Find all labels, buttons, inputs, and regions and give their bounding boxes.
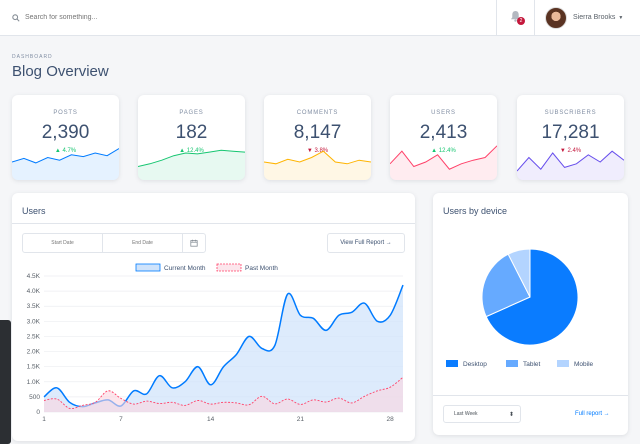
notification-badge: 2 [517,16,525,25]
stat-value: 8,147 [293,122,342,143]
period-select-value: Last Week [454,411,478,417]
stat-label: PAGES [179,110,204,116]
end-date-input[interactable] [103,234,183,252]
series-current-month [43,284,404,412]
x-tick-label: 1 [42,416,46,423]
legend-label-desktop: Desktop [463,361,487,368]
stat-label: SUBSCRIBERS [544,110,597,116]
x-tick-label: 7 [119,416,123,423]
user-name: Sierra Brooks [573,14,616,21]
chart-legend: Current Month Past Month [135,263,278,272]
arrow-up-icon: ▲ [179,148,186,154]
series-line [43,376,404,410]
legend-label-mobile: Mobile [574,361,594,368]
users-card-title: Users [22,206,46,216]
user-menu[interactable]: Sierra Brooks ▼ [534,0,640,36]
series-area [44,285,403,412]
stat-change: ▲ 12.4% [390,148,497,154]
legend-swatch-current [135,263,161,272]
arrow-up-icon: ▲ [54,148,61,154]
stat-card-subscribers: SUBSCRIBERS 17,281 ▼ 2.4% [517,95,624,180]
stat-change: ▲ 4.7% [12,148,119,154]
stat-label: POSTS [53,110,78,116]
stat-sparkline [264,150,371,180]
stat-value: 2,413 [419,122,468,143]
top-navbar: 2 Sierra Brooks ▼ [0,0,640,36]
arrow-up-icon: ▲ [431,148,438,154]
view-full-report-button[interactable]: View Full Report → [327,233,405,253]
date-range [22,233,206,253]
stat-label: COMMENTS [296,110,339,116]
pie-slice-mobile [507,248,531,298]
stat-change-value: 12.4% [186,148,204,154]
search-icon [12,9,20,27]
device-pie-chart: Desktop Tablet Mobile [446,248,594,368]
stat-change-value: 3.8% [314,148,329,154]
y-tick-label: 3.0K [27,318,41,325]
stat-card-comments: COMMENTS 8,147 ▼ 3.8% [264,95,371,180]
y-tick-label: 2.5K [27,333,41,340]
y-tick-label: 0 [36,409,40,416]
y-tick-label: 4.0K [27,288,41,295]
y-tick-label: 1.5K [27,364,41,371]
y-tick-label: 1.0K [27,379,41,386]
side-panel-edge [0,320,11,444]
full-report-link[interactable]: Full report → [575,411,610,417]
stat-change-value: 2.4% [567,148,582,154]
calendar-icon[interactable] [183,234,205,252]
stat-card-pages: PAGES 182 ▲ 12.4% [138,95,245,180]
legend-label-past: Past Month [245,265,278,272]
stat-change-value: 4.7% [62,148,77,154]
stat-card-users: USERS 2,413 ▲ 12.4% [390,95,497,180]
legend-swatch-mobile [557,360,569,367]
series-past-month [43,376,404,412]
stat-sparkline [138,149,245,180]
page-title: Blog Overview [12,63,109,80]
y-tick-label: 500 [29,394,40,401]
y-tick-label: 3.5K [27,303,41,310]
legend-label-tablet: Tablet [523,361,541,368]
stat-value: 182 [175,122,208,143]
legend-label-current: Current Month [164,265,206,272]
y-tick-label: 2.0K [27,349,41,356]
period-select[interactable]: Last Week ⬍ [443,405,521,423]
stat-value: 17,281 [541,122,600,143]
sort-icon: ⬍ [508,411,514,418]
search-area[interactable] [0,0,496,36]
start-date-input[interactable] [23,234,103,252]
bell-icon [510,9,521,27]
stat-change: ▼ 3.8% [264,148,371,154]
pie-slice-tablet [481,253,531,318]
legend-swatch-desktop [446,360,458,367]
series-area [44,377,403,412]
legend-swatch-past [216,263,242,272]
x-tick-label: 28 [387,416,395,423]
avatar [545,6,567,29]
stat-change: ▲ 12.4% [138,148,245,154]
stat-sparkline [517,150,624,180]
page-subtitle: DASHBOARD [12,54,53,60]
search-input[interactable] [25,14,225,21]
stat-sparkline [390,145,497,180]
stat-sparkline [12,148,119,180]
device-card-title: Users by device [443,206,508,216]
stat-change-value: 12.4% [438,148,456,154]
stat-card-posts: POSTS 2,390 ▲ 4.7% [12,95,119,180]
chevron-down-icon: ▼ [618,14,624,21]
pie-slice-desktop [485,248,579,346]
users-chart: Current Month Past Month 0 500 1.0K 1.5K 2.0K 2… [27,263,404,423]
stat-value: 2,390 [41,122,90,143]
notifications-button[interactable]: 2 [496,0,534,36]
x-tick-label: 14 [207,416,215,423]
arrow-down-icon: ▼ [559,148,566,154]
y-tick-label: 4.5K [27,273,41,280]
stat-change: ▼ 2.4% [517,148,624,154]
x-tick-label: 21 [297,416,305,423]
arrow-down-icon: ▼ [306,148,313,154]
stat-label: USERS [431,110,456,116]
legend-swatch-tablet [506,360,518,367]
